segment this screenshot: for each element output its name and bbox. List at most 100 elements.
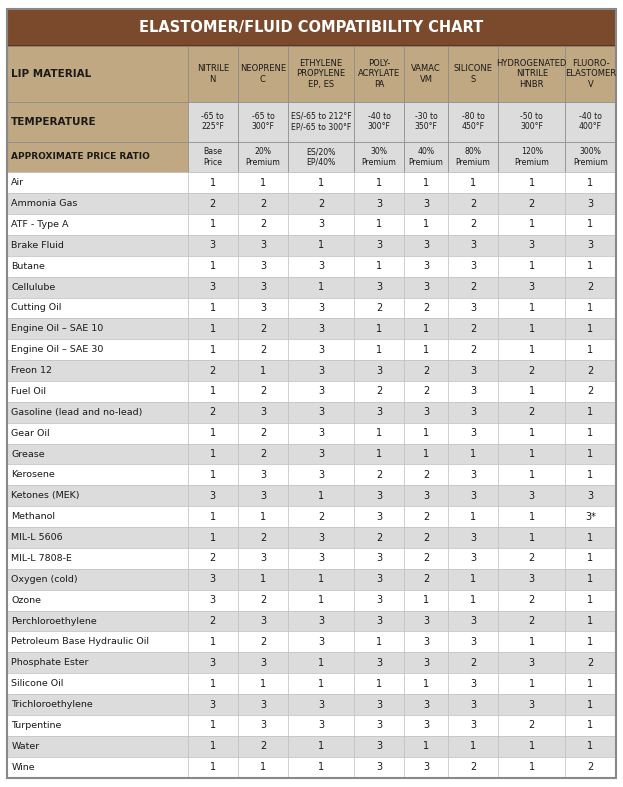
Text: 1: 1 <box>587 616 594 626</box>
Bar <box>238 464 288 486</box>
Text: 3: 3 <box>470 678 476 689</box>
Bar <box>404 631 448 652</box>
Bar <box>404 673 448 694</box>
Text: 3: 3 <box>210 240 216 250</box>
Text: 3: 3 <box>210 658 216 667</box>
Text: 2: 2 <box>210 408 216 417</box>
Text: 3: 3 <box>210 282 216 292</box>
Text: Fuel Oil: Fuel Oil <box>11 387 46 396</box>
Bar <box>188 631 238 652</box>
Text: 2: 2 <box>260 323 266 334</box>
Text: 1: 1 <box>260 575 266 584</box>
Text: 1: 1 <box>210 386 216 397</box>
Bar <box>566 486 616 506</box>
Text: -65 to
225°F: -65 to 225°F <box>201 112 224 131</box>
Text: ELASTOMER/FLUID COMPATIBILITY CHART: ELASTOMER/FLUID COMPATIBILITY CHART <box>140 20 483 35</box>
Text: -65 to
300°F: -65 to 300°F <box>252 112 274 131</box>
Text: 2: 2 <box>423 575 429 584</box>
Bar <box>566 381 616 402</box>
Text: 1: 1 <box>260 762 266 772</box>
Bar <box>404 423 448 444</box>
Text: 3: 3 <box>260 491 266 501</box>
Bar <box>448 402 498 423</box>
Text: 1: 1 <box>587 720 594 730</box>
Text: Ketones (MEK): Ketones (MEK) <box>11 491 80 501</box>
Text: 2: 2 <box>318 512 324 522</box>
Bar <box>354 297 404 319</box>
Text: 3: 3 <box>470 553 476 563</box>
Bar <box>288 46 354 102</box>
Bar <box>498 611 566 631</box>
Bar <box>238 569 288 589</box>
Text: 1: 1 <box>210 345 216 355</box>
Text: 2: 2 <box>260 220 266 230</box>
Bar <box>354 694 404 715</box>
Bar <box>404 506 448 527</box>
Text: Grease: Grease <box>11 449 45 459</box>
Text: 1: 1 <box>423 678 429 689</box>
Bar <box>238 611 288 631</box>
Bar <box>288 319 354 339</box>
Text: 3: 3 <box>260 658 266 667</box>
Text: 3: 3 <box>376 553 382 563</box>
Text: 3: 3 <box>529 700 535 710</box>
Text: 1: 1 <box>470 741 476 752</box>
Bar <box>448 486 498 506</box>
Text: 2: 2 <box>529 198 535 209</box>
Bar <box>448 360 498 381</box>
Text: 1: 1 <box>587 323 594 334</box>
Bar <box>404 277 448 297</box>
Bar <box>238 339 288 360</box>
Text: Cutting Oil: Cutting Oil <box>11 304 62 312</box>
Bar <box>448 756 498 778</box>
Text: 3: 3 <box>423 616 429 626</box>
Bar <box>354 256 404 277</box>
Bar <box>354 715 404 736</box>
Text: 1: 1 <box>376 637 382 647</box>
Bar <box>448 527 498 548</box>
Bar <box>7 360 188 381</box>
Text: 1: 1 <box>587 637 594 647</box>
Bar <box>498 715 566 736</box>
Bar <box>188 172 238 193</box>
Bar <box>354 631 404 652</box>
Bar <box>7 736 188 756</box>
Bar <box>498 589 566 611</box>
Text: 3: 3 <box>470 408 476 417</box>
Bar <box>448 277 498 297</box>
Text: 3: 3 <box>423 491 429 501</box>
Bar <box>404 736 448 756</box>
Text: 2: 2 <box>260 345 266 355</box>
Bar <box>448 569 498 589</box>
Text: FLUORO-
ELASTOMER
V: FLUORO- ELASTOMER V <box>565 59 616 89</box>
Text: 2: 2 <box>470 220 476 230</box>
Text: 1: 1 <box>587 678 594 689</box>
Bar <box>288 142 354 172</box>
Text: 1: 1 <box>210 261 216 272</box>
Bar <box>404 256 448 277</box>
Text: 1: 1 <box>587 303 594 313</box>
Bar <box>288 548 354 569</box>
Text: 3: 3 <box>318 616 324 626</box>
Bar <box>498 142 566 172</box>
Bar <box>188 589 238 611</box>
Bar <box>498 402 566 423</box>
Bar <box>7 464 188 486</box>
Text: 3: 3 <box>318 700 324 710</box>
Bar <box>354 102 404 142</box>
Bar <box>448 142 498 172</box>
Text: 2: 2 <box>587 386 594 397</box>
Text: 1: 1 <box>587 261 594 272</box>
Text: 3: 3 <box>376 616 382 626</box>
Bar <box>288 506 354 527</box>
Bar <box>448 444 498 464</box>
Bar <box>188 715 238 736</box>
Bar <box>288 756 354 778</box>
Text: 3: 3 <box>423 762 429 772</box>
Bar <box>566 464 616 486</box>
Bar <box>404 172 448 193</box>
Text: 3: 3 <box>210 575 216 584</box>
Bar <box>498 277 566 297</box>
Text: 1: 1 <box>260 512 266 522</box>
Text: 3: 3 <box>470 700 476 710</box>
